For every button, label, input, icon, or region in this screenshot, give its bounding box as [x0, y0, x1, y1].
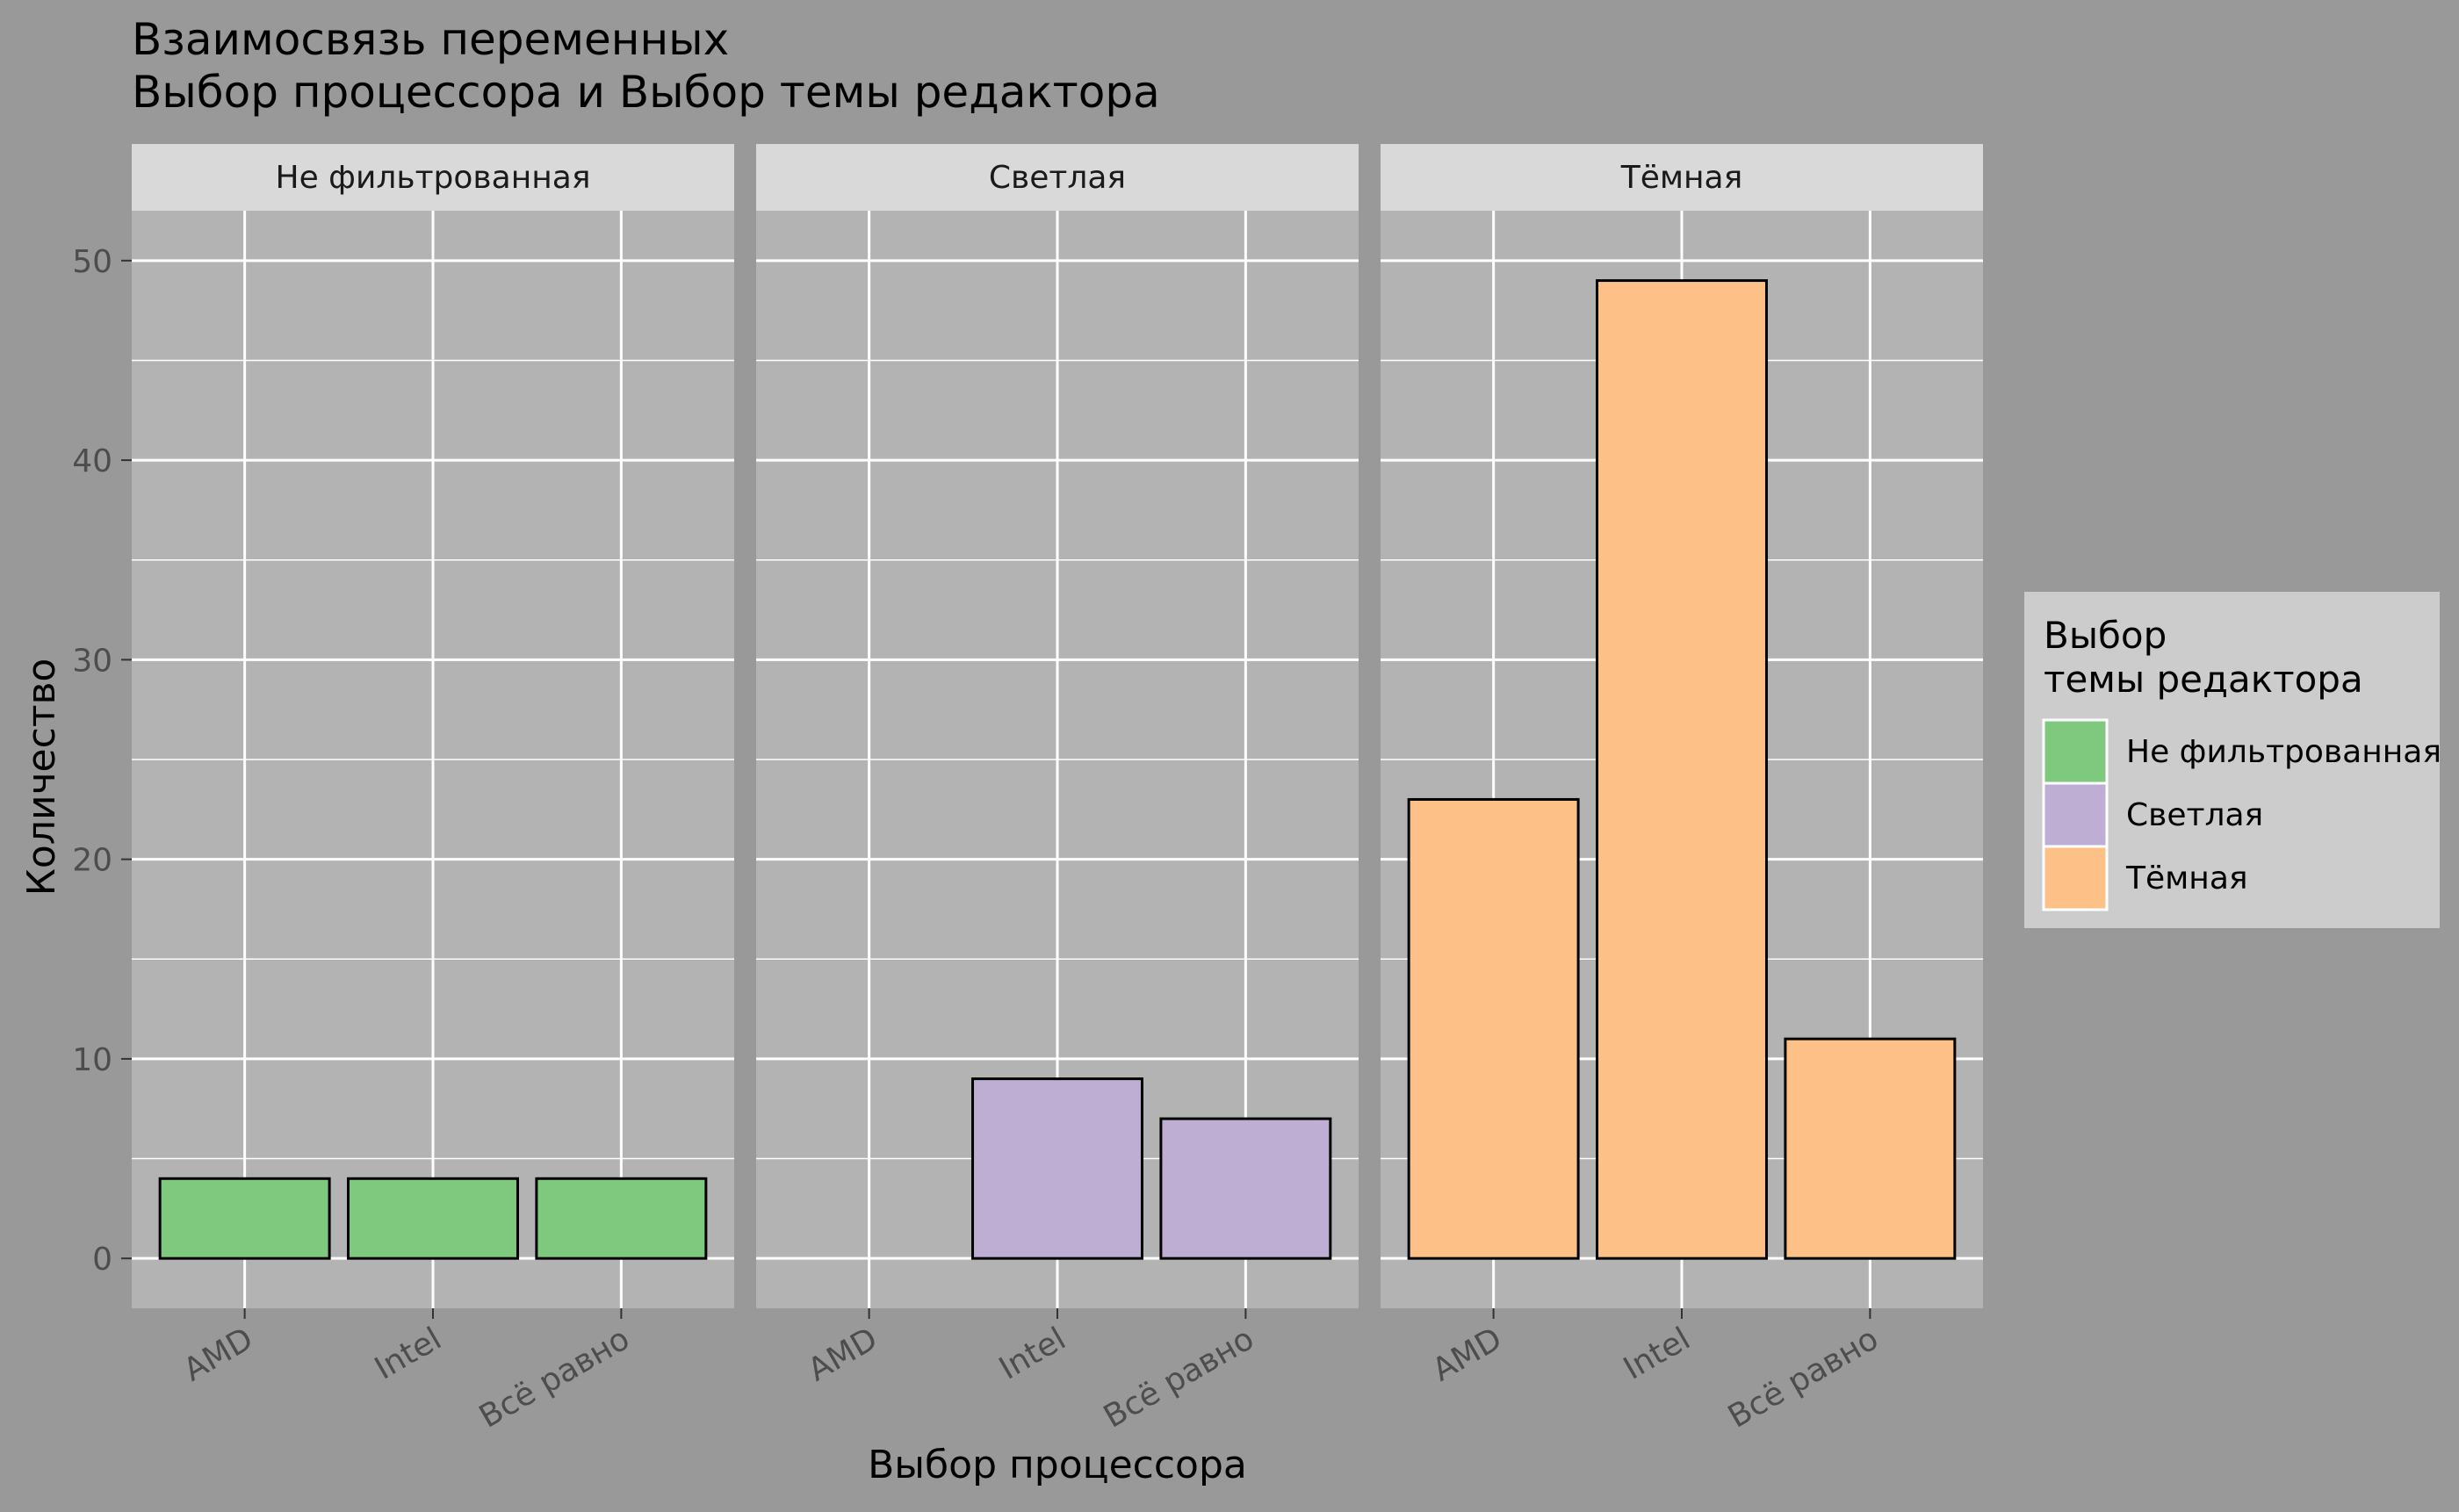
facet-strip-label: Не фильтрованная: [276, 160, 591, 196]
bar: [971, 1077, 1143, 1260]
legend-label: Светлая: [2126, 797, 2263, 833]
bar: [1596, 279, 1768, 1260]
legend-label: Не фильтрованная: [2126, 734, 2441, 770]
facet-strip-label: Светлая: [989, 160, 1126, 196]
y-tick-label: 50: [72, 244, 112, 280]
y-tick-label: 20: [72, 843, 112, 879]
chart-title-line2: Выбор процессора и Выбор темы редактора: [132, 67, 1160, 118]
x-axis-label: Выбор процессора: [868, 1443, 1247, 1487]
y-tick-label: 40: [72, 443, 112, 479]
chart-title-line1: Взаимосвязь переменных: [132, 14, 729, 65]
y-tick-label: 0: [92, 1242, 112, 1278]
y-tick-label: 30: [72, 643, 112, 679]
bar: [158, 1177, 331, 1260]
facet-strip: [132, 144, 734, 211]
legend-swatch: [2042, 781, 2109, 848]
bar: [347, 1177, 519, 1260]
facet-strip-label: Тёмная: [1620, 160, 1743, 196]
legend-title: темы редактора: [2044, 658, 2363, 701]
bar: [535, 1177, 708, 1260]
bar: [1159, 1117, 1332, 1260]
bar: [1407, 797, 1580, 1260]
facet-strip: [756, 144, 1359, 211]
y-tick-label: 10: [72, 1042, 112, 1078]
facet-strip: [1381, 144, 1983, 211]
legend-label: Тёмная: [2125, 860, 2248, 896]
bar: [1784, 1037, 1957, 1260]
y-axis-label: Количество: [19, 659, 64, 896]
legend-title: Выбор: [2044, 614, 2167, 657]
legend-swatch: [2042, 718, 2109, 785]
legend-swatch: [2042, 845, 2109, 911]
